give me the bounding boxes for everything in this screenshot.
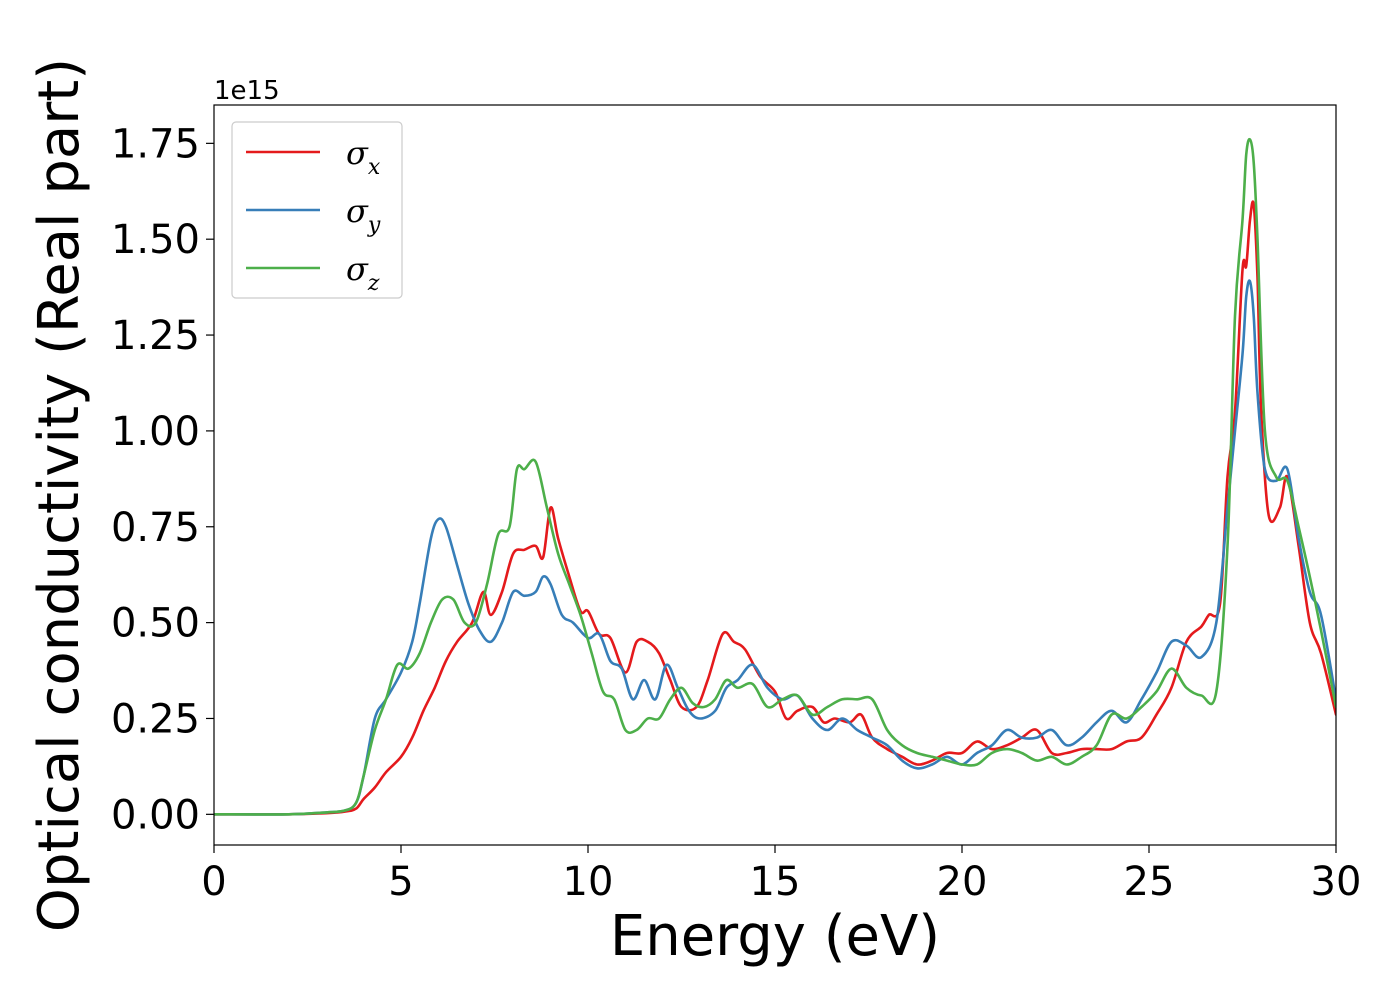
y-tick-label: 1.25 (111, 313, 200, 359)
y-tick-label: 1.50 (111, 217, 200, 263)
y-tick-label: 1.00 (111, 409, 200, 455)
x-tick-label: 20 (937, 859, 988, 905)
y-tick-label: 0.50 (111, 601, 200, 647)
x-axis-title: Energy (eV) (610, 904, 940, 969)
y-offset-label: 1e15 (214, 76, 280, 106)
x-axis: 0 5 10 15 20 25 30 (201, 845, 1361, 905)
x-tick-label: 25 (1124, 859, 1175, 905)
series-line-sigma-z (214, 137, 1336, 816)
x-tick-label: 5 (388, 859, 413, 905)
y-tick-label: 0.25 (111, 696, 200, 742)
x-tick-label: 10 (563, 859, 614, 905)
y-tick-label: 0.75 (111, 505, 200, 551)
y-axis: 0.00 0.25 0.50 0.75 1.00 1.25 1.50 1.75 (111, 121, 214, 838)
y-axis-title: Optical conductivity (Real part) (27, 58, 92, 932)
x-tick-label: 30 (1311, 859, 1362, 905)
x-tick-label: 15 (750, 859, 801, 905)
series-layer (214, 137, 1336, 816)
y-tick-label: 1.75 (111, 121, 200, 167)
y-tick-label: 0.00 (111, 792, 200, 838)
x-tick-label: 0 (201, 859, 226, 905)
